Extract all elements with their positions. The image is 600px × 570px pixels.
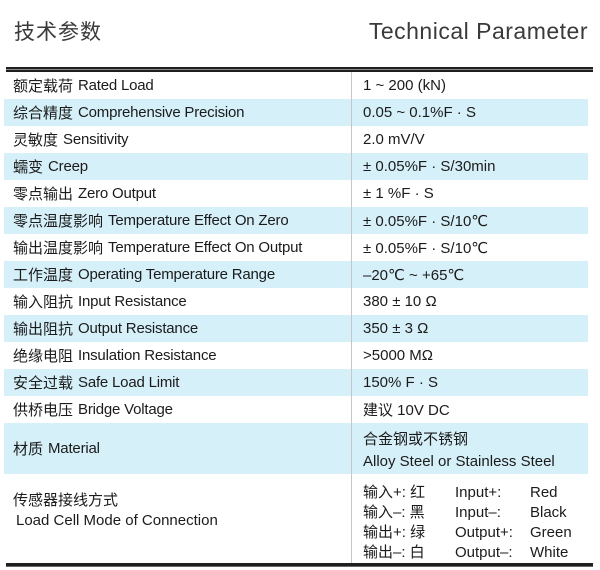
material-value-en: Alloy Steel or Stainless Steel xyxy=(363,452,555,470)
table-row: 蠕变 Creep ± 0.05%F · S/30min xyxy=(4,153,588,180)
param-value: 350 ± 3 Ω xyxy=(363,320,429,337)
param-label-zh: 传感器接线方式 xyxy=(13,492,119,509)
param-label-zh: 零点温度影响 xyxy=(13,213,104,230)
wire-color: Green xyxy=(530,524,572,541)
wire-en-label: Input–: xyxy=(455,504,501,521)
param-label-zh: 蠕变 xyxy=(13,159,44,176)
table-row: 输出阻抗 Output Resistance 350 ± 3 Ω xyxy=(4,315,588,342)
param-label-en: Comprehensive Precision xyxy=(78,104,245,121)
wire-zh: 输入+: 红 xyxy=(363,484,426,501)
param-label: 输出阻抗 Output Resistance xyxy=(4,315,352,342)
param-label-en: Rated Load xyxy=(78,77,154,94)
param-label: 零点输出 Zero Output xyxy=(4,180,352,207)
param-label: 蠕变 Creep xyxy=(4,153,352,180)
page-title-en: Technical Parameter xyxy=(368,18,588,44)
param-label: 零点温度影响 Temperature Effect On Zero xyxy=(4,207,352,234)
param-label: 额定载荷 Rated Load xyxy=(4,72,352,99)
param-label-zh: 零点输出 xyxy=(13,186,74,203)
param-value: ± 1 %F · S xyxy=(363,185,434,202)
param-label: 灵敏度 Sensitivity xyxy=(4,126,352,153)
table-row-material: 材质 Material 合金钢或不锈钢 Alloy Steel or Stain… xyxy=(4,423,588,474)
param-label-en: Temperature Effect On Output xyxy=(108,239,303,256)
param-value: ± 0.05%F · S/30min xyxy=(363,158,496,175)
param-label-en: Creep xyxy=(48,158,88,175)
param-value: 150% F · S xyxy=(363,374,439,391)
param-label-zh: 输出温度影响 xyxy=(13,240,104,257)
param-value: 建议 10V DC xyxy=(363,402,450,419)
param-value: 0.05 ~ 0.1%F · S xyxy=(363,104,476,121)
footer-rule xyxy=(6,563,593,567)
table-row: 供桥电压 Bridge Voltage 建议 10V DC xyxy=(4,396,588,423)
param-label-en: Bridge Voltage xyxy=(78,401,173,418)
table-row-connection: 传感器接线方式 Load Cell Mode of Connection 输入+… xyxy=(4,474,588,563)
wire-color: White xyxy=(530,544,569,561)
param-label: 传感器接线方式 Load Cell Mode of Connection xyxy=(4,474,352,563)
param-label-en: Material xyxy=(48,440,100,457)
param-label-en: Operating Temperature Range xyxy=(78,266,275,283)
param-label-zh: 供桥电压 xyxy=(13,402,74,419)
table-row: 灵敏度 Sensitivity 2.0 mV/V xyxy=(4,126,588,153)
param-label-en: Safe Load Limit xyxy=(78,374,180,391)
param-value: >5000 MΩ xyxy=(363,347,434,364)
material-value-zh: 合金钢或不锈钢 xyxy=(363,430,469,448)
param-label-zh: 输出阻抗 xyxy=(13,321,74,338)
param-label-zh: 输入阻抗 xyxy=(13,294,74,311)
param-value: 合金钢或不锈钢 Alloy Steel or Stainless Steel xyxy=(352,423,588,474)
table-row: 输入阻抗 Input Resistance 380 ± 10 Ω xyxy=(4,288,588,315)
wiring-grid: 输入+: 红 Input+: Red 输入–: 黑 Input–: Black … xyxy=(352,474,588,563)
table-row: 绝缘电阻 Insulation Resistance >5000 MΩ xyxy=(4,342,588,369)
param-value: 380 ± 10 Ω xyxy=(363,293,437,310)
wire-color: Black xyxy=(530,504,567,521)
param-label: 安全过载 Safe Load Limit xyxy=(4,369,352,396)
param-label-zh: 安全过载 xyxy=(13,375,74,392)
param-label: 材质 Material xyxy=(4,423,352,474)
table-row: 工作温度 Operating Temperature Range –20℃ ~ … xyxy=(4,261,588,288)
wire-en-label: Output–: xyxy=(455,544,513,561)
param-value: ± 0.05%F · S/10℃ xyxy=(363,239,489,257)
wire-zh: 输出–: 白 xyxy=(363,544,425,561)
table-row: 零点输出 Zero Output ± 1 %F · S xyxy=(4,180,588,207)
param-label-en: Zero Output xyxy=(78,185,156,202)
param-value: –20℃ ~ +65℃ xyxy=(363,266,465,284)
param-label: 输入阻抗 Input Resistance xyxy=(4,288,352,315)
param-label-en: Temperature Effect On Zero xyxy=(108,212,289,229)
param-label-en: Sensitivity xyxy=(63,131,129,148)
wire-color: Red xyxy=(530,484,558,501)
param-label-zh: 额定载荷 xyxy=(13,78,74,95)
param-label: 绝缘电阻 Insulation Resistance xyxy=(4,342,352,369)
param-label: 输出温度影响 Temperature Effect On Output xyxy=(4,234,352,261)
param-label-en: Output Resistance xyxy=(78,320,199,337)
wire-en-label: Output+: xyxy=(455,524,513,541)
param-label: 供桥电压 Bridge Voltage xyxy=(4,396,352,423)
param-label-zh: 综合精度 xyxy=(13,105,74,122)
param-label-en: Load Cell Mode of Connection xyxy=(16,512,218,529)
param-value: ± 0.05%F · S/10℃ xyxy=(363,212,489,230)
header-rule xyxy=(6,67,593,72)
param-label-zh: 材质 xyxy=(13,441,44,458)
param-value: 1 ~ 200 (kN) xyxy=(363,77,446,94)
table-row: 安全过载 Safe Load Limit 150% F · S xyxy=(4,369,588,396)
wire-zh: 输入–: 黑 xyxy=(363,504,425,521)
table-row: 综合精度 Comprehensive Precision 0.05 ~ 0.1%… xyxy=(4,99,588,126)
param-label-zh: 绝缘电阻 xyxy=(13,348,74,365)
page-header: 技术参数 Technical Parameter xyxy=(0,0,600,67)
param-label: 工作温度 Operating Temperature Range xyxy=(4,261,352,288)
wire-zh: 输出+: 绿 xyxy=(363,524,426,541)
table-row: 零点温度影响 Temperature Effect On Zero ± 0.05… xyxy=(4,207,588,234)
param-label-en: Insulation Resistance xyxy=(78,347,217,364)
table-row: 输出温度影响 Temperature Effect On Output ± 0.… xyxy=(4,234,588,261)
page-title-zh: 技术参数 xyxy=(14,21,102,44)
wire-en-label: Input+: xyxy=(455,484,502,501)
param-label: 综合精度 Comprehensive Precision xyxy=(4,99,352,126)
param-label-zh: 工作温度 xyxy=(13,267,74,284)
table-row: 额定载荷 Rated Load 1 ~ 200 (kN) xyxy=(4,72,588,99)
parameter-table: 额定载荷 Rated Load 1 ~ 200 (kN) 综合精度 Compre… xyxy=(4,72,588,563)
param-value: 2.0 mV/V xyxy=(363,131,425,148)
param-label-zh: 灵敏度 xyxy=(13,132,59,149)
param-label-en: Input Resistance xyxy=(78,293,187,310)
